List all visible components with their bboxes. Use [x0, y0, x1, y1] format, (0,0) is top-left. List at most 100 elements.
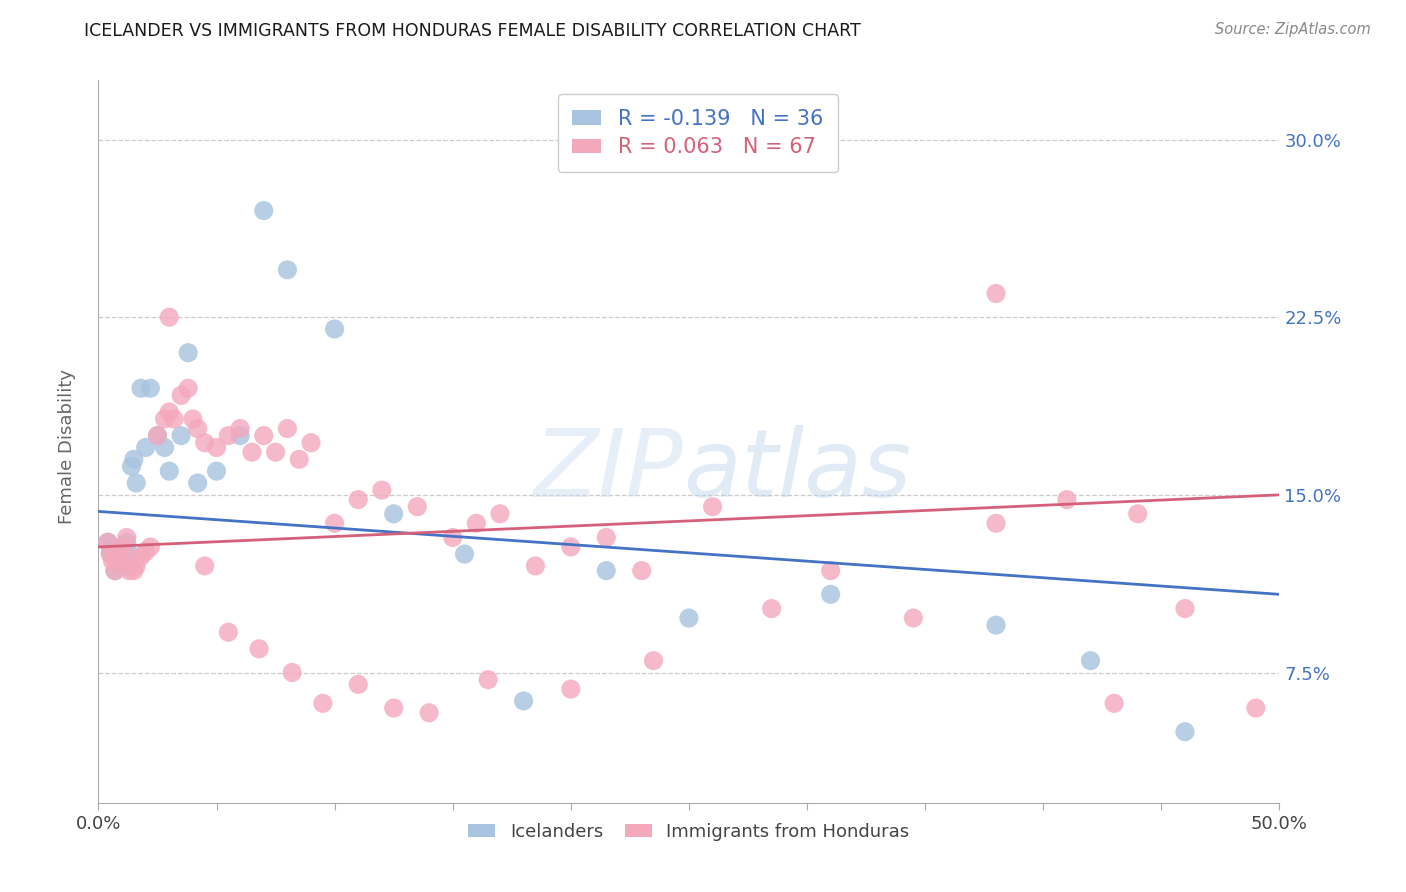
Point [1244, 701, 1267, 715]
Point [108, 547, 131, 561]
Text: ICELANDER VS IMMIGRANTS FROM HONDURAS FEMALE DISABILITY CORRELATION CHART: ICELANDER VS IMMIGRANTS FROM HONDURAS FE… [84, 22, 860, 40]
Point [97, 535, 120, 549]
Point [702, 500, 724, 514]
Point [112, 558, 135, 573]
Point [157, 464, 180, 478]
Point [104, 564, 127, 578]
Point [101, 540, 124, 554]
Point [253, 203, 276, 218]
Point [560, 540, 582, 554]
Point [323, 516, 346, 531]
Point [125, 558, 148, 573]
Point [820, 587, 842, 601]
Point [111, 540, 134, 554]
Point [371, 483, 394, 497]
Point [115, 531, 138, 545]
Point [984, 516, 1007, 531]
Point [217, 428, 239, 442]
Point [630, 564, 652, 578]
Point [170, 388, 193, 402]
Point [903, 611, 925, 625]
Point [1126, 507, 1149, 521]
Point [1056, 492, 1078, 507]
Point [139, 540, 162, 554]
Point [643, 654, 665, 668]
Point [264, 445, 287, 459]
Point [129, 549, 152, 564]
Point [157, 405, 180, 419]
Point [118, 547, 141, 561]
Point [181, 412, 204, 426]
Point [157, 310, 180, 325]
Point [194, 435, 217, 450]
Point [984, 286, 1007, 301]
Point [512, 694, 534, 708]
Point [312, 696, 335, 710]
Point [101, 554, 124, 568]
Point [97, 535, 120, 549]
Point [122, 452, 145, 467]
Point [281, 665, 304, 680]
Point [1102, 696, 1125, 710]
Point [104, 564, 127, 578]
Point [276, 262, 298, 277]
Point [111, 540, 134, 554]
Point [205, 464, 228, 478]
Point [98, 544, 121, 558]
Point [112, 547, 135, 561]
Point [177, 381, 200, 395]
Point [98, 547, 121, 561]
Point [1174, 601, 1197, 615]
Text: Female Disability: Female Disability [59, 368, 76, 524]
Point [229, 421, 252, 435]
Point [560, 682, 582, 697]
Point [489, 507, 512, 521]
Text: atlas: atlas [683, 425, 911, 516]
Point [205, 441, 228, 455]
Point [418, 706, 440, 720]
Point [382, 701, 405, 715]
Point [406, 500, 429, 514]
Point [146, 428, 169, 442]
Point [247, 641, 270, 656]
Point [217, 625, 239, 640]
Point [299, 435, 322, 450]
Point [121, 459, 143, 474]
Point [163, 412, 186, 426]
Point [984, 618, 1007, 632]
Point [347, 677, 370, 691]
Point [382, 507, 405, 521]
Point [1174, 724, 1197, 739]
Legend: Icelanders, Immigrants from Honduras: Icelanders, Immigrants from Honduras [461, 815, 917, 848]
Text: Source: ZipAtlas.com: Source: ZipAtlas.com [1215, 22, 1371, 37]
Point [595, 531, 617, 545]
Point [761, 601, 783, 615]
Point [115, 535, 138, 549]
Point [146, 428, 169, 442]
Point [139, 381, 162, 395]
Point [170, 428, 193, 442]
Point [105, 547, 128, 561]
Point [177, 345, 200, 359]
Point [1080, 654, 1102, 668]
Point [595, 564, 617, 578]
Point [187, 421, 209, 435]
Point [678, 611, 700, 625]
Text: ZIP: ZIP [533, 425, 683, 516]
Point [441, 531, 464, 545]
Point [229, 428, 252, 442]
Point [122, 564, 145, 578]
Point [820, 564, 842, 578]
Point [323, 322, 346, 336]
Point [253, 428, 276, 442]
Point [465, 516, 488, 531]
Point [153, 441, 176, 455]
Point [477, 673, 499, 687]
Point [276, 421, 298, 435]
Point [105, 554, 128, 568]
Point [108, 554, 131, 568]
Point [453, 547, 475, 561]
Point [125, 475, 148, 490]
Point [135, 441, 157, 455]
Point [118, 564, 141, 578]
